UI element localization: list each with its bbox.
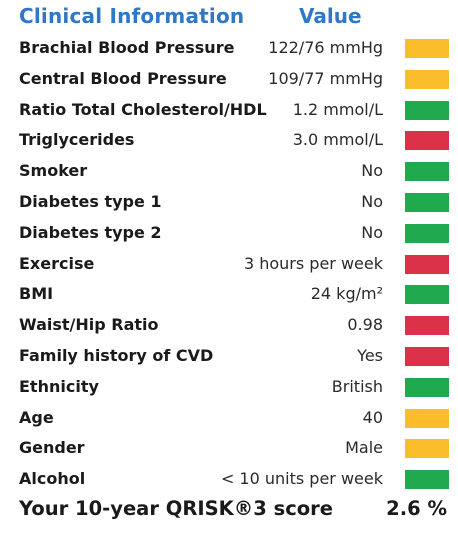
score-label: Your 10-year QRISK®3 score [19, 497, 334, 520]
table-row: Alcohol < 10 units per week [19, 465, 449, 496]
table-row: Waist/Hip Ratio 0.98 [19, 311, 449, 342]
score-value: 2.6 % [386, 497, 447, 520]
table-header: Clinical Information Value [19, 4, 449, 32]
row-label: Diabetes type 2 [19, 222, 162, 242]
table-row: Gender Male [19, 434, 449, 465]
table-row: Smoker No [19, 157, 449, 188]
status-indicator-green [405, 100, 449, 120]
row-value: No [361, 161, 383, 181]
status-indicator-green [405, 192, 449, 212]
table-row: Brachial Blood Pressure 122/76 mmHg [19, 34, 449, 65]
row-value: < 10 units per week [220, 469, 383, 489]
status-indicator-red [405, 254, 449, 274]
row-label: Ratio Total Cholesterol/HDL [19, 99, 267, 119]
row-label: Alcohol [19, 469, 86, 489]
row-label: Smoker [19, 161, 88, 181]
table-row: BMI 24 kg/m² [19, 280, 449, 311]
row-label: Triglycerides [19, 130, 135, 150]
table-row: Triglycerides 3.0 mmol/L [19, 126, 449, 157]
clinical-rows: Brachial Blood Pressure 122/76 mmHg Centra… [19, 34, 449, 496]
row-value: British [331, 376, 383, 396]
status-indicator-amber [405, 39, 449, 58]
row-value: 0.98 [347, 315, 383, 335]
table-row: Diabetes type 2 No [19, 219, 449, 250]
row-value: 40 [362, 407, 383, 427]
row-value: 1.2 mmol/L [292, 99, 383, 119]
status-indicator-green [405, 470, 449, 490]
row-value: 109/77 mmHg [268, 68, 383, 88]
table-row: Ratio Total Cholesterol/HDL 1.2 mmol/L [19, 96, 449, 127]
column-header-value: Value [299, 4, 362, 28]
row-label: BMI [19, 284, 54, 304]
row-label: Central Blood Pressure [19, 68, 227, 88]
status-indicator-amber [405, 69, 449, 89]
status-indicator-green [405, 223, 449, 243]
table-row: Central Blood Pressure 109/77 mmHg [19, 65, 449, 96]
row-label: Exercise [19, 253, 95, 273]
row-label: Brachial Blood Pressure [19, 38, 235, 57]
status-indicator-green [405, 285, 449, 305]
row-value: 24 kg/m² [310, 284, 383, 304]
status-indicator-green [405, 162, 449, 182]
table-row: Diabetes type 1 No [19, 188, 449, 219]
row-label: Age [19, 407, 54, 427]
row-value: 3 hours per week [243, 253, 383, 273]
row-label: Family history of CVD [19, 345, 214, 365]
row-label: Diabetes type 1 [19, 191, 162, 211]
row-value: No [361, 222, 383, 242]
row-label: Waist/Hip Ratio [19, 315, 159, 335]
table-row: Exercise 3 hours per week [19, 250, 449, 281]
column-header-clinical-information: Clinical Information [19, 4, 245, 28]
row-value: 3.0 mmol/L [292, 130, 383, 150]
row-label: Gender [19, 438, 85, 458]
status-indicator-green [405, 377, 449, 397]
status-indicator-amber [405, 439, 449, 459]
row-value: Male [345, 438, 383, 458]
row-value: No [361, 191, 383, 211]
status-indicator-red [405, 316, 449, 336]
row-value: 122/76 mmHg [268, 38, 383, 57]
row-label: Ethnicity [19, 376, 99, 396]
table-row: Ethnicity British [19, 373, 449, 404]
qrisk-score-summary: Your 10-year QRISK®3 score 2.6 % [19, 497, 449, 527]
status-indicator-red [405, 131, 449, 151]
row-value: Yes [357, 345, 383, 365]
status-indicator-amber [405, 408, 449, 428]
status-indicator-red [405, 346, 449, 366]
table-row: Family history of CVD Yes [19, 342, 449, 373]
table-row: Age 40 [19, 404, 449, 435]
